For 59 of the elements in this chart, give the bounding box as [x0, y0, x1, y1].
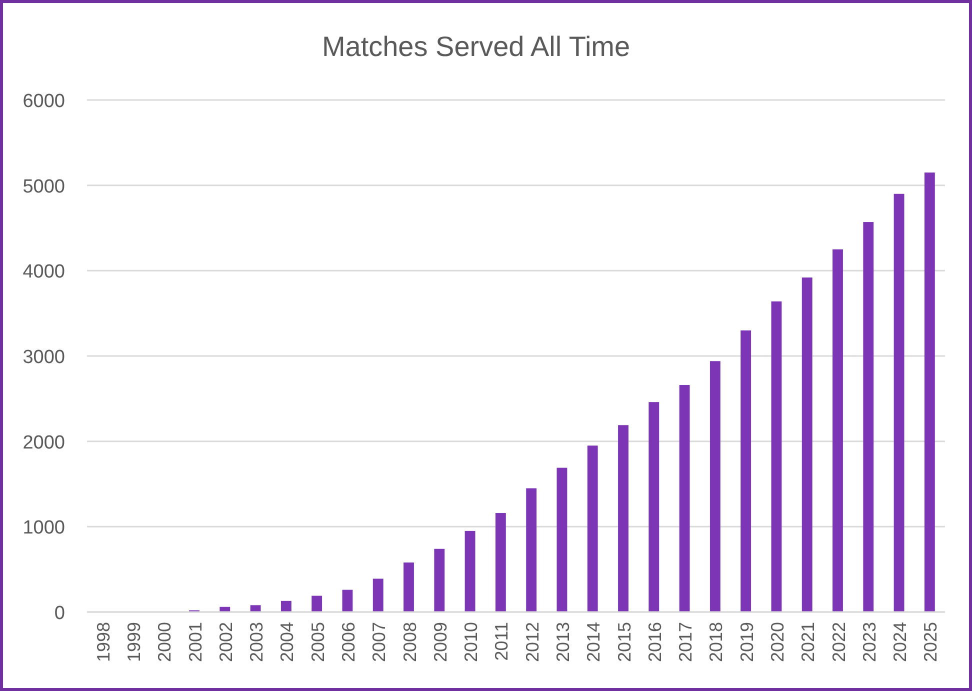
x-tick-label: 1998 — [93, 622, 114, 662]
bar — [771, 301, 782, 612]
x-tick-label: 2018 — [706, 622, 726, 662]
x-tick-label: 2016 — [644, 622, 665, 662]
x-tick-label: 2007 — [369, 622, 390, 662]
x-tick-label: 2001 — [185, 622, 206, 662]
bar — [802, 277, 812, 612]
x-tick-label: 2004 — [277, 622, 298, 662]
x-tick-label: 2000 — [154, 622, 175, 662]
bar — [710, 361, 720, 612]
x-tick-label: 2013 — [552, 622, 573, 662]
bar — [312, 596, 322, 612]
x-tick-label: 2011 — [492, 622, 512, 661]
y-tick-label: 3000 — [22, 347, 65, 368]
bar — [434, 548, 445, 612]
x-tick-label: 2022 — [828, 622, 849, 662]
chart-title: Matches Served All Time — [322, 31, 630, 62]
x-tick-label: 2005 — [308, 622, 328, 662]
bar — [863, 222, 874, 612]
x-tick-label: 2010 — [461, 622, 482, 662]
x-tick-label: 2020 — [767, 622, 788, 662]
bar — [924, 172, 935, 612]
x-tick-label: 2002 — [216, 622, 236, 662]
bar — [372, 578, 384, 612]
x-tick-label: 2008 — [400, 622, 420, 662]
bar — [404, 562, 414, 612]
bar — [464, 530, 476, 612]
x-tick-label: 2012 — [522, 622, 542, 662]
bar — [618, 425, 628, 612]
x-tick-label: 2021 — [798, 622, 818, 662]
y-tick-label: 1000 — [22, 518, 65, 539]
x-tick-label: 2025 — [920, 622, 941, 662]
y-tick-label: 2000 — [22, 432, 65, 454]
x-tick-label: 1999 — [124, 622, 144, 662]
bar — [587, 446, 598, 612]
bar — [832, 249, 843, 612]
x-tick-label: 2019 — [736, 622, 757, 662]
x-tick-label: 2015 — [614, 622, 634, 662]
x-tick-label: 2023 — [859, 622, 880, 662]
x-tick-label: 2006 — [338, 622, 358, 662]
x-tick-label: 2024 — [890, 622, 910, 662]
y-tick-label: 0 — [54, 603, 65, 624]
bar — [280, 600, 292, 612]
y-tick-label: 5000 — [22, 176, 65, 198]
bar — [556, 468, 568, 612]
bar — [342, 590, 353, 612]
bar — [894, 194, 904, 612]
x-tick-label: 2003 — [246, 622, 267, 662]
y-tick-label: 4000 — [22, 262, 65, 283]
y-tick-label: 6000 — [22, 91, 65, 112]
x-tick-label: 2014 — [584, 622, 604, 662]
bar — [250, 605, 261, 612]
bar — [648, 402, 660, 612]
bar — [526, 488, 537, 612]
x-tick-label: 2017 — [676, 622, 696, 662]
bar — [495, 513, 506, 612]
bar — [740, 330, 752, 612]
bar — [679, 385, 690, 612]
x-tick-label: 2009 — [430, 622, 450, 662]
